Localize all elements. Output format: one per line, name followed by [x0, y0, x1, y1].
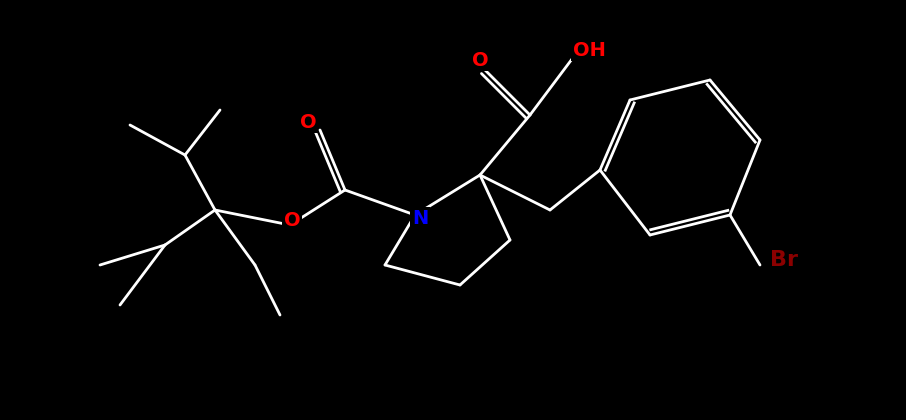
Text: OH: OH	[573, 40, 605, 60]
Text: O: O	[472, 50, 488, 69]
Text: Br: Br	[770, 250, 798, 270]
Text: O: O	[284, 210, 300, 229]
Text: O: O	[300, 113, 316, 131]
Text: N: N	[412, 208, 429, 228]
